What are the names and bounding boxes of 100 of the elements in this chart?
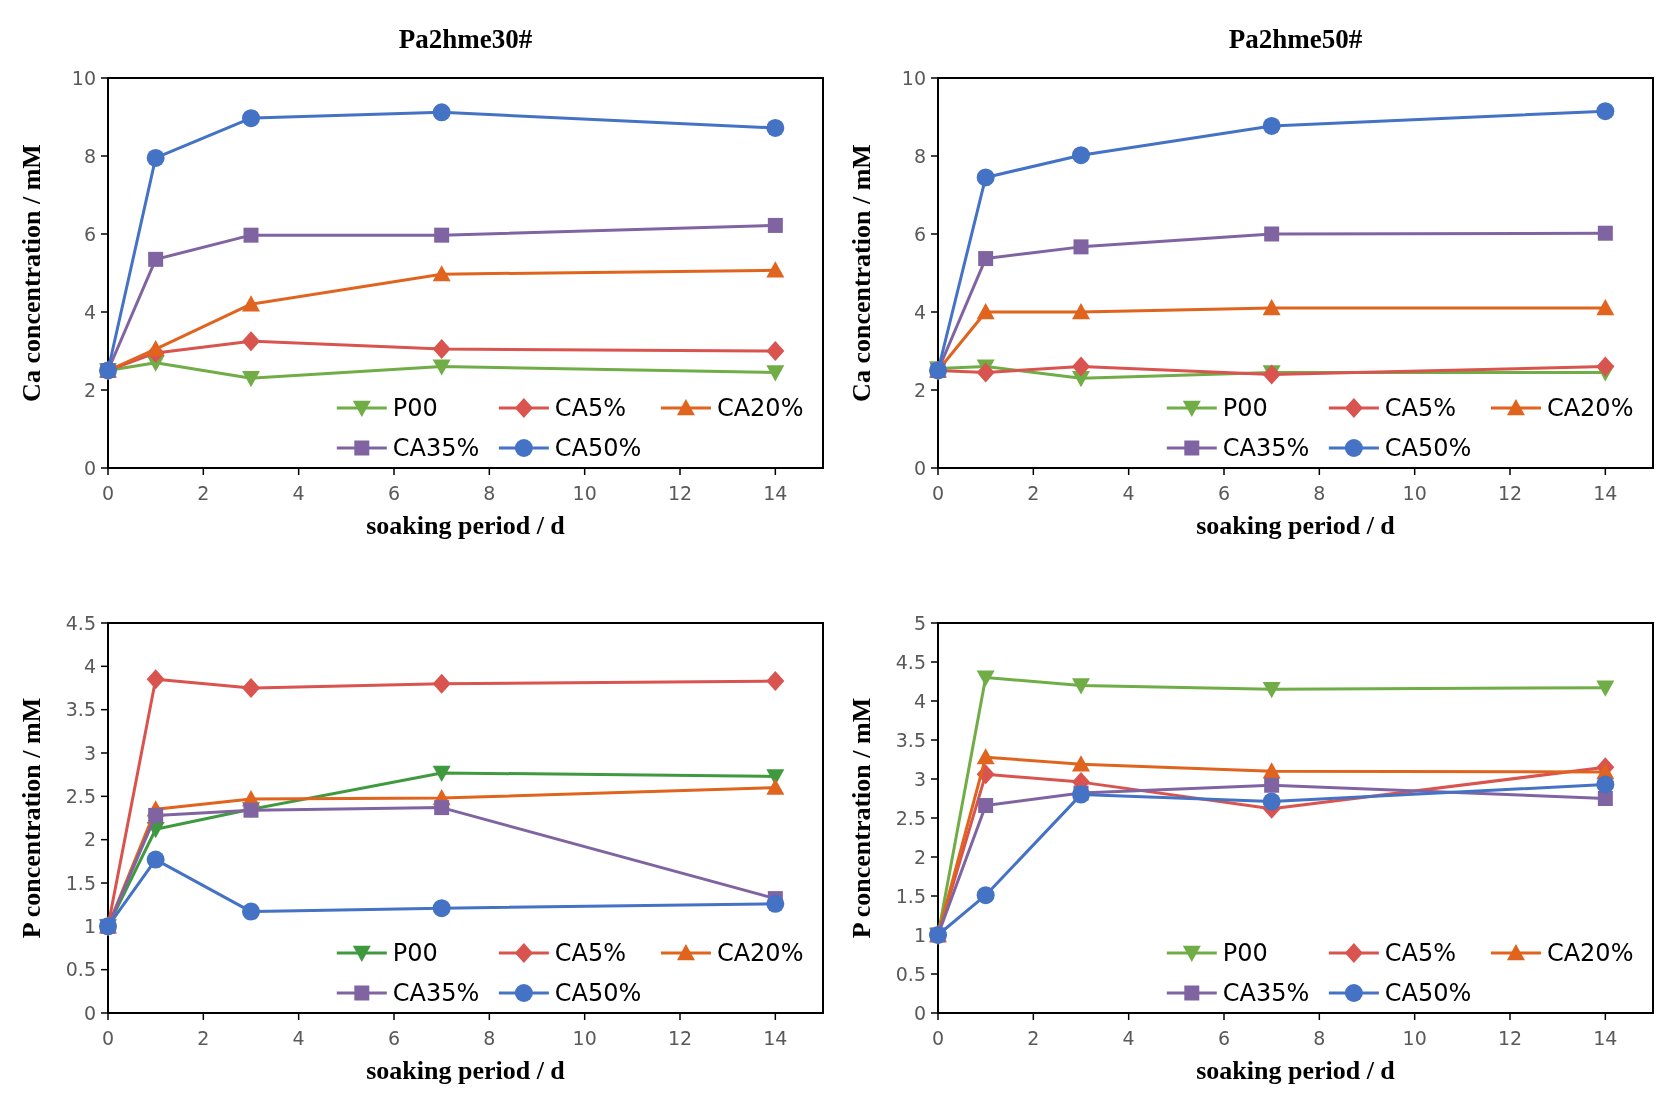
point <box>1072 303 1090 320</box>
point <box>243 227 259 243</box>
y-tick-label: 0.5 <box>895 962 926 985</box>
legend-label: P00 <box>1222 939 1268 968</box>
point <box>434 227 450 243</box>
x-tick-label: 0 <box>101 1027 115 1049</box>
x-tick-label: 14 <box>1593 482 1618 504</box>
x-tick-label: 4 <box>292 1027 305 1049</box>
point <box>766 341 785 361</box>
y-tick-label: 4.5 <box>895 650 926 673</box>
x-tick-label: 12 <box>667 1027 693 1049</box>
point <box>766 671 785 692</box>
x-tick-label: 12 <box>1497 482 1523 504</box>
point <box>146 340 165 357</box>
chart-title: Pa2hme50# <box>1228 24 1363 54</box>
point <box>767 217 783 233</box>
point <box>1596 680 1615 697</box>
point <box>1072 146 1090 165</box>
point <box>766 778 785 795</box>
legend-label: CA5% <box>554 939 627 968</box>
y-tick-label: 0 <box>83 456 96 479</box>
y-tick-label: 1.5 <box>65 871 96 894</box>
y-tick-label: 8 <box>913 144 926 167</box>
y-tick-label: 4 <box>913 300 926 323</box>
y-tick-label: 0 <box>913 456 926 479</box>
point <box>242 331 260 352</box>
legend-label: CA50% <box>1384 979 1472 1008</box>
point <box>432 265 451 282</box>
y-tick-label: 4 <box>83 654 96 677</box>
y-tick-label: 4 <box>913 689 926 712</box>
x-tick-label: 6 <box>387 482 401 504</box>
point <box>432 673 451 694</box>
legend-label: CA20% <box>1546 939 1634 968</box>
x-tick-label: 14 <box>763 1027 788 1049</box>
y-tick-label: 10 <box>901 66 926 89</box>
x-tick-label: 4 <box>1122 1027 1135 1049</box>
x-tick-label: 2 <box>197 482 210 504</box>
x-tick-label: 8 <box>1313 482 1326 504</box>
legend-label: CA50% <box>1384 434 1472 463</box>
point <box>1262 762 1281 779</box>
legend-label: CA5% <box>554 394 627 423</box>
x-tick-label: 8 <box>483 482 496 504</box>
point <box>242 109 260 128</box>
legend-label: CA35% <box>1222 979 1310 1008</box>
y-tick-label: 1.5 <box>895 884 926 907</box>
point <box>434 800 450 816</box>
point <box>766 894 785 913</box>
point <box>1072 755 1090 772</box>
y-tick-label: 0 <box>83 1001 96 1024</box>
legend-label: P00 <box>1222 394 1268 423</box>
point <box>766 365 785 382</box>
point <box>976 886 995 905</box>
point <box>1264 226 1280 242</box>
point <box>976 748 995 765</box>
point <box>978 798 994 814</box>
y-tick-label: 2.5 <box>65 784 96 807</box>
point <box>1597 791 1613 806</box>
x-tick-label: 2 <box>197 1027 210 1049</box>
point <box>766 118 785 137</box>
point <box>432 103 451 122</box>
legend-label: CA35% <box>392 979 480 1008</box>
point <box>242 678 260 698</box>
legend-label: P00 <box>392 939 438 968</box>
x-tick-label: 10 <box>1402 482 1427 504</box>
y-tick-label: 2.5 <box>895 806 926 829</box>
point <box>1262 682 1281 699</box>
y-tick-label: 0.5 <box>65 958 96 981</box>
y-tick-label: 4.5 <box>65 611 96 634</box>
point <box>242 902 260 921</box>
y-tick-label: 2 <box>913 378 926 401</box>
x-axis-title: soaking period / d <box>1196 511 1396 540</box>
x-tick-label: 4 <box>292 482 305 504</box>
x-tick-label: 2 <box>1027 482 1040 504</box>
x-tick-label: 10 <box>1402 1027 1427 1049</box>
x-tick-label: 12 <box>667 482 693 504</box>
point <box>1072 678 1090 695</box>
point <box>432 339 451 360</box>
y-axis-title: P concentration / mM <box>847 697 876 939</box>
point <box>1072 356 1090 377</box>
y-tick-label: 3 <box>913 767 926 790</box>
y-tick-label: 6 <box>83 222 96 245</box>
y-tick-label: 10 <box>71 66 96 89</box>
point <box>1262 792 1281 811</box>
point <box>242 371 260 388</box>
point <box>976 303 995 320</box>
y-tick-label: 2 <box>83 828 96 851</box>
point <box>1596 775 1615 794</box>
point <box>1597 225 1613 241</box>
point <box>766 261 785 278</box>
point <box>242 295 260 312</box>
y-tick-label: 1 <box>83 914 96 937</box>
x-axis-title: soaking period / d <box>366 511 566 540</box>
y-tick-label: 6 <box>913 222 926 245</box>
y-tick-label: 5 <box>913 611 926 634</box>
x-tick-label: 14 <box>763 482 788 504</box>
x-tick-label: 2 <box>1027 1027 1040 1049</box>
legend-label: CA5% <box>1384 939 1457 968</box>
point <box>1073 239 1089 255</box>
point <box>148 251 164 267</box>
y-tick-label: 2 <box>83 378 96 401</box>
